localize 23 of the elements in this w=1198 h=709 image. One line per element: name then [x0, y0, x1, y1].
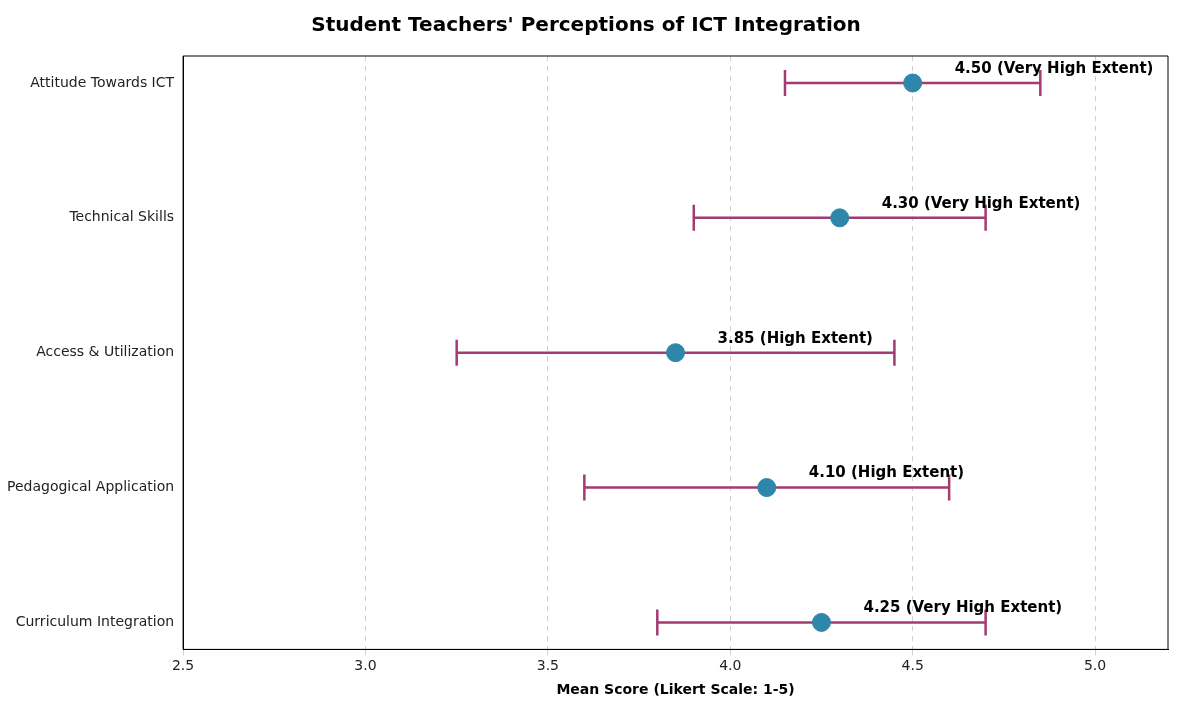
point: [757, 478, 777, 498]
y-tick-label: Attitude Towards ICT: [30, 73, 175, 90]
data-label: 4.25 (Very High Extent): [863, 598, 1063, 617]
x-tick-label: 2.5: [171, 657, 195, 674]
x-tick-label: 4.5: [901, 657, 924, 674]
y-tick-label: Technical Skills: [68, 208, 175, 225]
x-axis-title: Mean Score (Likert Scale: 1-5): [556, 681, 795, 698]
x-tick-label: 5.0: [1083, 657, 1107, 674]
x-tick-label: 3.5: [536, 657, 559, 674]
y-tick-label: Pedagogical Application: [7, 478, 175, 495]
chart-title: Student Teachers' Perceptions of ICT Integration: [311, 12, 861, 37]
x-tick-label: 4.0: [719, 657, 742, 674]
data-label: 4.30 (Very High Extent): [881, 193, 1081, 212]
y-tick-label: Curriculum Integration: [15, 613, 175, 630]
x-tick-label: 3.0: [354, 657, 377, 674]
data-label: 4.50 (Very High Extent): [954, 58, 1154, 77]
point: [666, 343, 686, 363]
data-label: 3.85 (High Extent): [717, 328, 873, 347]
point: [811, 612, 831, 632]
data-label: 4.10 (High Extent): [808, 463, 965, 482]
point: [830, 208, 850, 228]
point: [903, 73, 923, 93]
y-tick-label: Access & Utilization: [36, 343, 175, 360]
